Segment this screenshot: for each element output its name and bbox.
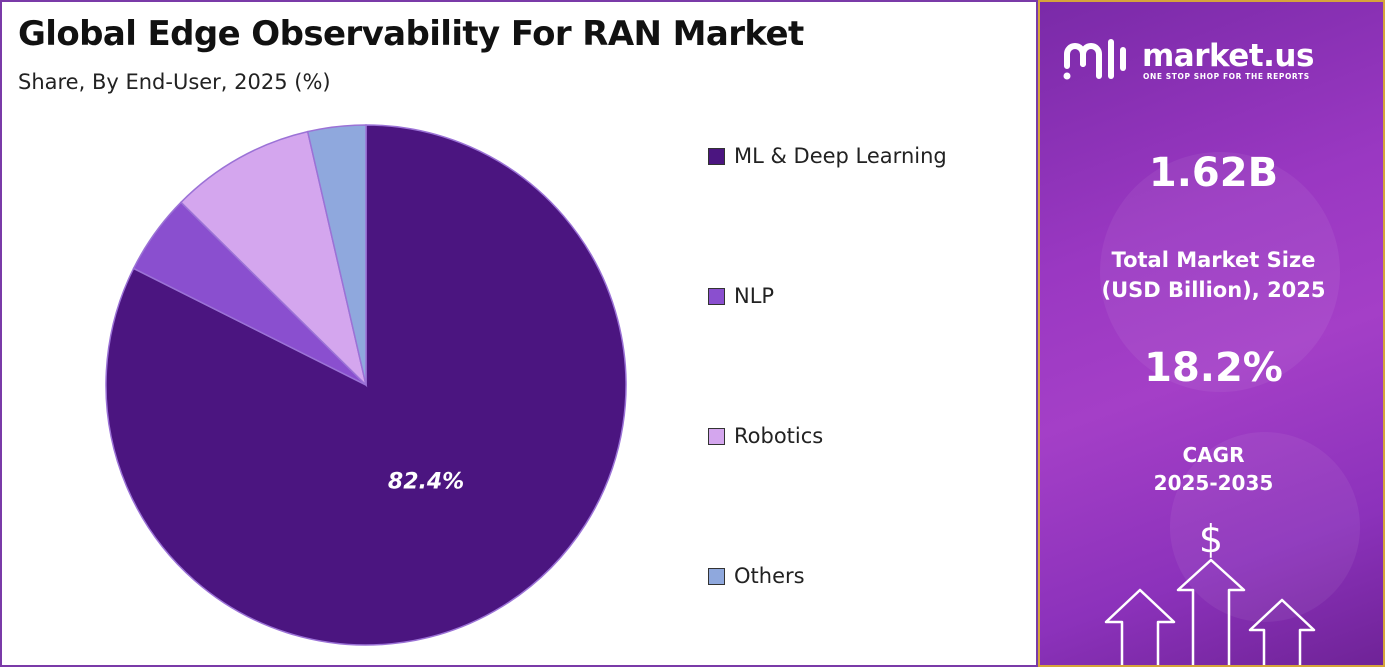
market-size-value: 1.62B [1148, 150, 1279, 196]
cagr-value: 18.2% [1144, 345, 1283, 391]
market-size-label-line2: (USD Billion), 2025 [1101, 278, 1326, 302]
legend-item-nlp: NLP [708, 276, 774, 316]
growth-arrows-icon: $ [1104, 517, 1316, 665]
chart-title: Global Edge Observability For RAN Market [18, 14, 804, 54]
cagr-label-line2: 2025-2035 [1153, 471, 1274, 495]
legend-label-nlp: NLP [734, 284, 775, 308]
pie-slice-ml-deep-learning [105, 124, 627, 646]
legend-item-robotics: Robotics [708, 416, 823, 456]
background-decoration [1100, 152, 1340, 392]
pie-chart: 82.4% [105, 124, 627, 646]
legend-swatch-robotics [708, 427, 725, 445]
summary-panel: market.us ONE STOP SHOP FOR THE REPORTS … [1038, 0, 1385, 667]
chart-subtitle: Share, By End-User, 2025 (%) [18, 70, 331, 94]
cagr-label-line1: CAGR [1182, 443, 1245, 467]
brand-logo: market.us ONE STOP SHOP FOR THE REPORTS [1062, 36, 1362, 86]
legend-swatch-ml-deep-learning [708, 147, 725, 165]
brand-tagline: ONE STOP SHOP FOR THE REPORTS [1143, 72, 1310, 81]
legend-label-others: Others [734, 564, 805, 588]
brand-logo-icon [1063, 39, 1126, 80]
pie-slice-robotics [179, 130, 368, 388]
background-decoration [1170, 432, 1360, 622]
pie-data-label: 82.4% [388, 469, 464, 494]
market-size-label-line1: Total Market Size [1111, 248, 1316, 272]
brand-name: market.us [1142, 38, 1314, 74]
dollar-icon: $ [1199, 517, 1223, 561]
legend-swatch-others [708, 567, 725, 585]
pie-slice-others [306, 124, 367, 386]
chart-panel: Global Edge Observability For RAN Market… [0, 0, 1038, 667]
legend-swatch-nlp [708, 287, 725, 305]
legend-label-robotics: Robotics [734, 424, 824, 448]
legend-item-others: Others [708, 556, 805, 596]
legend-item-ml-deep-learning: ML & Deep Learning [708, 136, 947, 176]
legend-label-ml-deep-learning: ML & Deep Learning [734, 144, 947, 168]
